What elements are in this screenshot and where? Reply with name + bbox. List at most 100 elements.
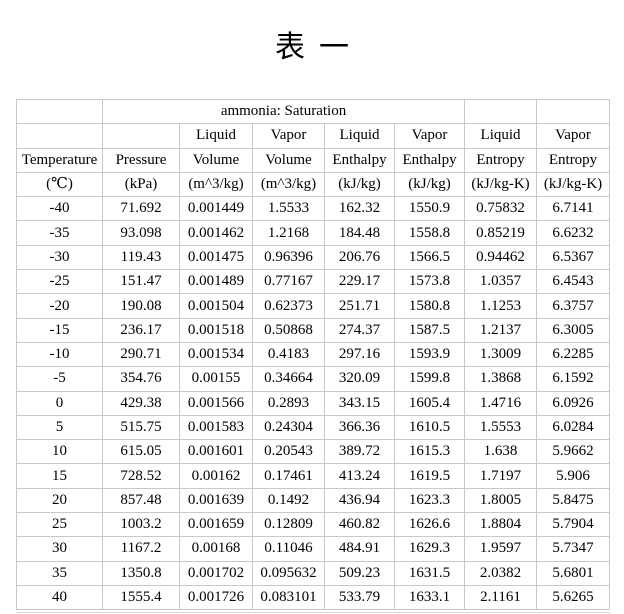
table-cell: 728.52: [102, 463, 180, 489]
column-header-cell: Pressure: [102, 147, 180, 173]
table-cell: 93.098: [102, 220, 180, 246]
unit-header-cell: (m^3/kg): [252, 171, 325, 198]
table-span-header-cell: ammonia: Saturation: [101, 98, 466, 125]
table-cell: 20: [16, 487, 103, 514]
table-row: -15 236.17 0.001518 0.50868 274.37 1587.5 1.21…: [16, 317, 611, 343]
table-cell: 0.62373: [252, 293, 325, 319]
table-cell: 1.8005: [464, 487, 538, 514]
table-row: -5 354.76 0.00155 0.34664 320.09 1599.8 1.3868…: [16, 366, 611, 392]
table-cell: 1558.8: [393, 220, 466, 246]
table-cell: 389.72: [324, 439, 395, 465]
empty-cell: [16, 98, 103, 125]
table-cell: 1555.4: [102, 584, 180, 611]
table-cell: 184.48: [324, 220, 395, 246]
table-cell: 229.17: [324, 269, 395, 295]
table-cell: 1619.5: [393, 463, 466, 489]
table-cell: 0.00168: [179, 536, 253, 562]
table-cell: 30: [16, 536, 103, 562]
table-cell: -20: [16, 293, 103, 319]
table-cell: -5: [16, 366, 103, 392]
empty-cell: [464, 98, 538, 125]
table-cell: 1.638: [464, 439, 538, 465]
unit-header-cell: (kJ/kg-K): [536, 171, 611, 198]
column-header-cell: Enthalpy: [324, 147, 395, 173]
table-cell: -15: [16, 317, 103, 343]
table-cell: 5.7904: [536, 512, 611, 538]
saturation-table-wrapper: ammonia: Saturation Liquid Vapor Liquid …: [16, 98, 611, 614]
table-cell: 0.1492: [252, 487, 325, 514]
table-cell: 40: [16, 584, 103, 611]
table-cell: 0.17461: [252, 463, 325, 489]
table-cell: 460.82: [324, 512, 395, 538]
unit-header-cell: (kJ/kg): [393, 171, 466, 198]
column-header-cell: [102, 123, 180, 149]
table-row: 0 429.38 0.001566 0.2893 343.15 1605.4 1.4716 6…: [16, 390, 611, 416]
table-cell: 1573.8: [393, 269, 466, 295]
column-header-cell: Temperature: [16, 147, 103, 173]
table-row: 15 728.52 0.00162 0.17461 413.24 1619.5 1.7197…: [16, 463, 611, 489]
table-cell: 366.36: [324, 414, 395, 441]
table-cell: 1.3868: [464, 366, 538, 392]
table-cell: 236.17: [102, 317, 180, 343]
table-cell: 151.47: [102, 269, 180, 295]
unit-header-cell: (kJ/kg-K): [464, 171, 538, 198]
table-cell: 1580.8: [393, 293, 466, 319]
column-header-cell: Entropy: [536, 147, 611, 173]
table-cell: 1629.3: [393, 536, 466, 562]
table-row: -10 290.71 0.001534 0.4183 297.16 1593.9 1.300…: [16, 341, 611, 368]
table-cell: 0.001601: [179, 439, 253, 465]
table-cell: 0.001583: [179, 414, 253, 441]
column-header-cell: Vapor: [536, 123, 611, 149]
table-cell: 413.24: [324, 463, 395, 489]
table-cell: 1615.3: [393, 439, 466, 465]
table-row: 35 1350.8 0.001702 0.095632 509.23 1631.5 2.03…: [16, 560, 611, 586]
table-body: -40 71.692 0.001449 1.5533 162.32 1550.9 0.758…: [16, 196, 611, 611]
table-cell: 0.50868: [252, 317, 325, 343]
table-row: 10 615.05 0.001601 0.20543 389.72 1615.3 1.638…: [16, 439, 611, 465]
column-header-cell: Liquid: [324, 123, 395, 149]
table-cell: 1.1253: [464, 293, 538, 319]
table-cell: 6.1592: [536, 366, 611, 392]
table-cell: 0.001566: [179, 390, 253, 416]
table-cell: 1626.6: [393, 512, 466, 538]
table-cell: -30: [16, 244, 103, 271]
table-cell: 320.09: [324, 366, 395, 392]
table-cell: 0.001475: [179, 244, 253, 271]
table-cell: 1.2168: [252, 220, 325, 246]
table-cell: -10: [16, 341, 103, 368]
table-cell: 6.0284: [536, 414, 611, 441]
table-cell: 25: [16, 512, 103, 538]
table-cell: 1.3009: [464, 341, 538, 368]
unit-header-cell: (m^3/kg): [179, 171, 253, 198]
table-cell: 6.0926: [536, 390, 611, 416]
table-cell: 10: [16, 439, 103, 465]
table-cell: 0.4183: [252, 341, 325, 368]
table-cell: 0.75832: [464, 196, 538, 222]
table-cell: 0.94462: [464, 244, 538, 271]
table-cell: 0.001702: [179, 560, 253, 586]
table-row: 40 1555.4 0.001726 0.083101 533.79 1633.1 2.11…: [16, 584, 611, 611]
table-cell: 251.71: [324, 293, 395, 319]
table-cell: 0.001462: [179, 220, 253, 246]
table-cell: 1003.2: [102, 512, 180, 538]
table-cell: 0.00162: [179, 463, 253, 489]
table-cell: 429.38: [102, 390, 180, 416]
table-cell: 1.9597: [464, 536, 538, 562]
table-cell: 6.5367: [536, 244, 611, 271]
table-cell: 615.05: [102, 439, 180, 465]
ammonia-saturation-table: ammonia: Saturation Liquid Vapor Liquid …: [16, 98, 611, 611]
table-cell: 484.91: [324, 536, 395, 562]
table-cell: 1167.2: [102, 536, 180, 562]
table-cell: 1587.5: [393, 317, 466, 343]
table-cell: 1610.5: [393, 414, 466, 441]
column-header-cell: Vapor: [393, 123, 466, 149]
table-cell: 1593.9: [393, 341, 466, 368]
table-cell: 1.5553: [464, 414, 538, 441]
table-cell: 6.3005: [536, 317, 611, 343]
table-span-header-row: ammonia: Saturation: [16, 98, 611, 125]
table-cell: 857.48: [102, 487, 180, 514]
table-row: -25 151.47 0.001489 0.77167 229.17 1573.8 1.03…: [16, 269, 611, 295]
table-cell: 0.2893: [252, 390, 325, 416]
table-cell: -35: [16, 220, 103, 246]
